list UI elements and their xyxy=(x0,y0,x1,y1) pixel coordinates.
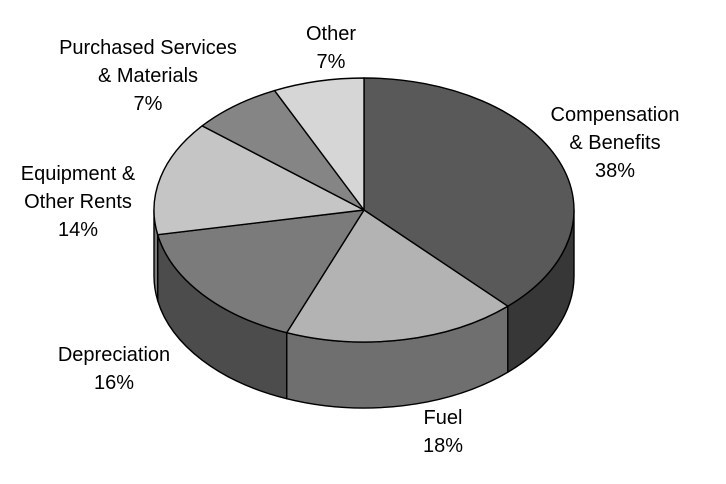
slice-name-line: Compensation xyxy=(550,104,680,126)
slice-label-fuel: Fuel 18% xyxy=(399,404,487,460)
pie-sides xyxy=(153,209,575,409)
slice-label-compensation-benefits: Compensation & Benefits 38% xyxy=(533,101,697,185)
slice-name-line: Other xyxy=(305,23,357,45)
slice-label-depreciation: Depreciation 16% xyxy=(37,341,191,397)
pie-slice-fuel xyxy=(285,209,509,343)
pie-slice-depreciation xyxy=(157,209,365,334)
slice-name-line: & Benefits xyxy=(569,132,661,154)
pie-slice-equipment-other-rents xyxy=(153,125,365,236)
slice-name-line: Other Rents xyxy=(24,191,132,213)
slice-name-line: Depreciation xyxy=(57,344,171,366)
slice-percent: 14% xyxy=(57,219,99,241)
slice-percent: 38% xyxy=(594,160,636,182)
slice-name-line: Equipment & xyxy=(20,163,136,185)
slice-percent: 7% xyxy=(133,93,163,115)
slice-percent: 7% xyxy=(316,51,346,73)
slice-name-line: Fuel xyxy=(423,407,463,429)
pie-slice-other xyxy=(273,77,365,211)
slice-percent: 18% xyxy=(422,435,464,457)
slice-name-line: & Materials xyxy=(97,65,199,87)
slice-name-line: Purchased Services xyxy=(59,37,237,59)
pie-top xyxy=(153,77,575,343)
pie-slice-compensation-benefits xyxy=(363,77,575,307)
slice-label-other: Other 7% xyxy=(288,20,374,76)
slice-percent: 16% xyxy=(93,372,135,394)
slice-label-equipment-rents: Equipment & Other Rents 14% xyxy=(0,160,156,244)
slice-label-purchased-services: Purchased Services & Materials 7% xyxy=(28,34,268,118)
